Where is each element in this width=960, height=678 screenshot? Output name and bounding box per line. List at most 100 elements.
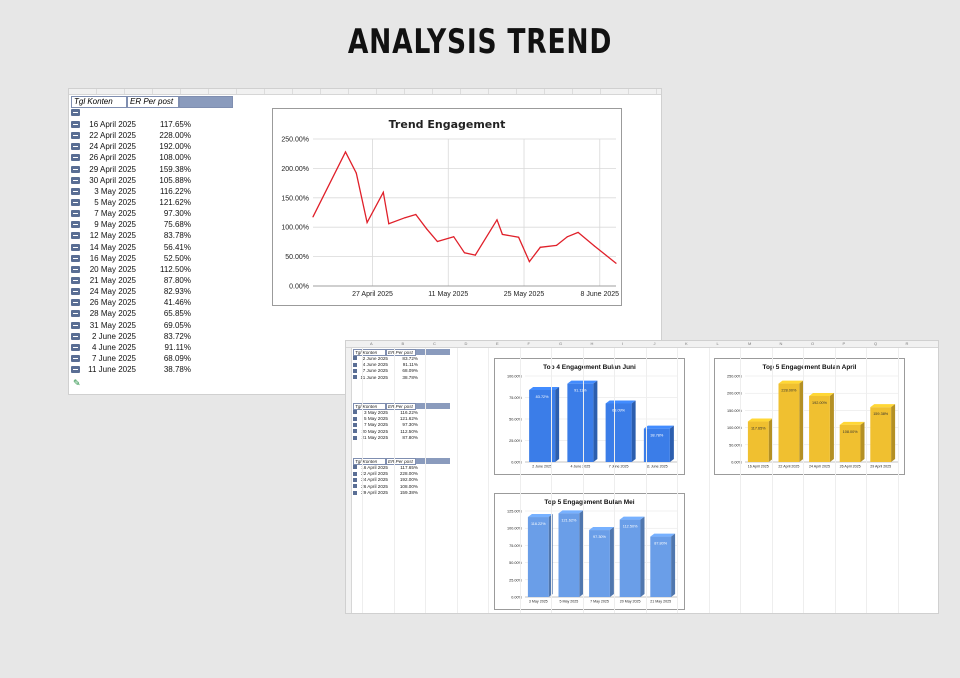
cell-er[interactable]: 159.38% [159,164,191,174]
cell-er[interactable]: 91.11% [402,362,418,368]
cell-er[interactable]: 228.00% [159,131,191,141]
table-row[interactable]: 7 June 2025 68.09% [353,368,450,374]
header-tgl-konten[interactable]: Tgl Konten [353,457,386,465]
table-row[interactable]: 11 June 2025 38.78% [71,364,191,375]
table-row[interactable]: 16 May 2025 52.50% [71,253,191,264]
cell-date[interactable]: 21 May 2025 [89,276,136,286]
cell-date[interactable]: 11 June 2025 [88,365,136,375]
cell-date[interactable]: 16 May 2025 [89,253,136,263]
minus-icon[interactable] [71,299,80,307]
cell-er[interactable]: 117.65% [160,120,191,130]
column-letter[interactable]: N [779,341,783,346]
minus-icon[interactable] [71,176,80,184]
minus-icon[interactable] [353,490,357,495]
column-letter[interactable]: R [905,341,909,346]
cell-date[interactable]: 24 April 2025 [89,142,136,152]
cell-date[interactable]: 4 June 2025 [91,342,136,352]
minus-icon[interactable] [71,187,80,195]
minus-icon[interactable] [353,484,357,489]
pencil-icon[interactable]: ✎ [73,379,81,389]
cell-er[interactable]: 116.22% [400,409,418,415]
table-row[interactable]: 11 June 2025 38.78% [353,374,450,380]
minus-icon[interactable] [71,132,80,140]
table-row[interactable]: 22 April 2025 228.00% [353,470,450,476]
cell-date[interactable]: 31 May 2025 [89,320,136,330]
table-row[interactable]: 7 May 2025 97.30% [353,422,450,428]
cell-er[interactable]: 75.68% [163,220,191,230]
header-tgl-konten[interactable]: Tgl Konten [353,402,386,410]
cell-er[interactable]: 117.65% [400,464,418,470]
minus-icon[interactable] [71,288,80,296]
minus-icon[interactable] [353,429,357,434]
cell-er[interactable]: 121.62% [159,198,191,208]
table-row[interactable]: 9 May 2025 75.68% [71,219,191,230]
minus-icon[interactable] [71,210,80,218]
minus-icon[interactable] [353,356,357,361]
cell-er[interactable]: 38.78% [402,374,418,380]
chart-april[interactable]: Top 5 Engagement Bulan April 0.00% 50.00%… [714,358,905,475]
table-row[interactable]: 20 May 2025 112.50% [71,264,191,275]
cell-er[interactable]: 97.30% [402,422,418,428]
table-row[interactable]: 24 April 2025 192.00% [353,477,450,483]
cell-er[interactable]: 52.50% [163,253,191,263]
column-letter[interactable]: G [559,341,563,346]
column-letter[interactable]: I [622,341,624,346]
minus-icon[interactable] [71,332,80,340]
table-row[interactable]: 30 April 2025 105.88% [71,175,191,186]
table-row[interactable]: 16 April 2025 117.65% [353,464,450,470]
cell-er[interactable]: 112.50% [400,428,418,434]
table-row[interactable]: 21 May 2025 87.80% [353,435,450,441]
cell-er[interactable]: 83.78% [163,231,191,241]
column-letter[interactable]: D [464,341,468,346]
cell-er[interactable]: 56.41% [163,242,191,252]
table-row[interactable]: 5 May 2025 121.62% [71,197,191,208]
column-letter[interactable]: E [496,341,499,346]
column-letter[interactable]: M [748,341,752,346]
table-row[interactable]: 22 April 2025 228.00% [71,130,191,141]
cell-date[interactable]: 22 April 2025 [89,131,136,141]
header-empty-cell[interactable] [179,96,233,108]
table-row[interactable]: 4 June 2025 91.11% [71,342,191,353]
cell-date[interactable]: 7 June 2025 [362,368,388,374]
cell-date[interactable]: 7 June 2025 [91,354,136,364]
chart-may[interactable]: Top 5 Engagement Bulan Mei 0.00% 25.00% 50… [494,493,685,610]
cell-date[interactable]: 26 April 2025 [361,483,388,489]
minus-icon[interactable] [71,265,80,273]
header-empty-cell[interactable] [416,349,450,355]
table-row[interactable]: 20 May 2025 112.50% [353,428,450,434]
cell-er[interactable]: 108.00% [399,483,418,489]
cell-date[interactable]: 16 April 2025 [89,120,136,130]
cell-date[interactable]: 7 May 2025 [94,209,136,219]
minus-icon[interactable] [353,435,357,440]
table-row[interactable]: 7 June 2025 68.09% [71,353,191,364]
cell-er[interactable]: 192.00% [399,477,418,483]
cell-er[interactable]: 116.22% [160,186,191,196]
header-empty-cell[interactable] [416,458,450,464]
cell-date[interactable]: 3 May 2025 [94,186,136,196]
minus-icon[interactable] [71,199,80,207]
cell-date[interactable]: 2 June 2025 [362,355,388,361]
column-letter[interactable]: C [433,341,436,346]
table-row[interactable]: 2 June 2025 83.72% [71,331,191,342]
header-er-per-post[interactable]: ER Per post [386,402,416,410]
cell-er[interactable]: 41.46% [163,298,191,308]
minus-icon[interactable] [71,343,80,351]
cell-date[interactable]: 9 May 2025 [94,220,136,230]
table-row[interactable]: 12 May 2025 83.78% [71,230,191,241]
column-letter[interactable]: K [685,341,688,346]
column-letter[interactable]: O [811,341,815,346]
column-letter[interactable]: J [653,341,656,346]
minus-icon[interactable] [71,355,80,363]
cell-date[interactable]: 21 May 2025 [361,435,388,441]
cell-er[interactable]: 83.72% [163,331,191,341]
cell-date[interactable]: 5 May 2025 [94,198,136,208]
column-letter[interactable]: L [716,341,719,346]
table-row[interactable]: 24 May 2025 82.93% [71,286,191,297]
minus-icon[interactable] [71,321,80,329]
minus-icon[interactable] [71,221,80,229]
minus-icon[interactable] [353,416,357,421]
minus-icon[interactable] [71,310,80,318]
cell-er[interactable]: 192.00% [159,142,191,152]
minus-icon[interactable] [71,121,80,129]
minus-icon[interactable] [353,422,357,427]
